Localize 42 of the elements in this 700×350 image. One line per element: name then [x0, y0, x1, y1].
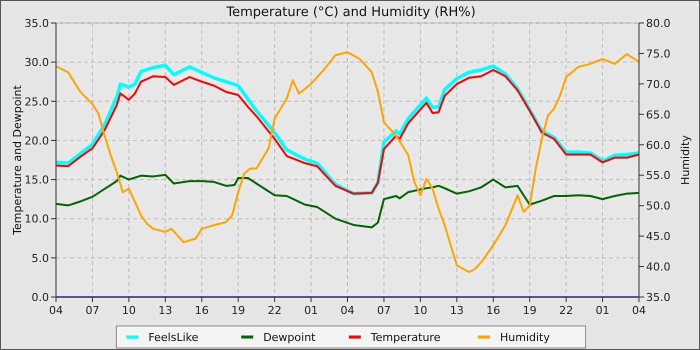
y-tick-label: 10.0	[24, 212, 49, 226]
y2-tick-label: 80.0	[646, 17, 670, 30]
x-tick-label: 04	[632, 304, 646, 317]
legend-label: Temperature	[370, 331, 441, 344]
y-tick-label: 35.0	[24, 17, 49, 30]
y2-tick-label: 65.0	[646, 108, 670, 122]
y-tick-label: 25.0	[24, 95, 49, 108]
y-tick-label: 15.0	[24, 174, 49, 187]
x-tick-label: 01	[596, 304, 610, 317]
y2-tick-label: 55.0	[646, 169, 670, 182]
x-tick-label: 04	[49, 304, 63, 317]
x-tick-label: 22	[559, 304, 574, 317]
y2-tick-label: 70.0	[646, 78, 670, 91]
x-tick-label: 22	[268, 304, 282, 317]
y2-tick-label: 60.0	[646, 138, 670, 152]
y2-tick-label: 75.0	[646, 47, 670, 60]
chart-title: Temperature (°C) and Humidity (RH%)	[225, 5, 476, 20]
x-tick-label: 10	[413, 304, 428, 317]
y2-axis-title: Humidity	[679, 134, 692, 185]
y-tick-label: 0.0	[32, 291, 49, 304]
legend-label: Humidity	[500, 331, 550, 344]
x-tick-label: 07	[376, 304, 391, 317]
x-tick-label: 07	[85, 304, 100, 317]
y-tick-label: 5.0	[32, 252, 49, 265]
x-tick-label: 19	[231, 304, 246, 317]
legend-label: Dewpoint	[263, 331, 316, 344]
legend-label: FeelsLike	[148, 331, 199, 344]
y2-tick-label: 40.0	[646, 260, 670, 274]
x-tick-label: 04	[340, 304, 354, 317]
y2-tick-label: 50.0	[646, 200, 670, 213]
x-tick-label: 13	[450, 304, 464, 317]
x-tick-label: 16	[194, 304, 209, 317]
y2-tick-label: 45.0	[646, 230, 670, 244]
y-tick-label: 20.0	[24, 134, 49, 148]
y-tick-label: 30.0	[24, 56, 49, 70]
x-tick-label: 13	[158, 304, 172, 317]
x-tick-label: 19	[522, 304, 537, 317]
y2-tick-label: 35.0	[646, 291, 670, 304]
x-tick-label: 16	[486, 304, 500, 317]
y-axis-title: Temperature and Dewpoint	[11, 84, 24, 236]
x-tick-label: 10	[122, 304, 136, 317]
x-tick-label: 01	[304, 304, 318, 317]
